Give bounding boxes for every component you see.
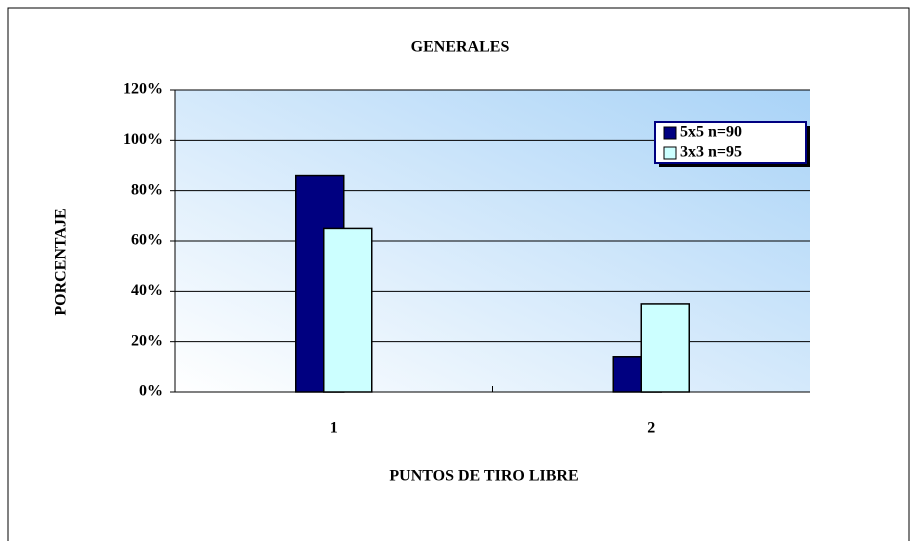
- bar: [640, 303, 690, 393]
- legend-swatch: [663, 146, 677, 160]
- x-tick-label: 1: [330, 420, 338, 437]
- legend-label: 3x3 n=95: [680, 144, 742, 161]
- y-tick-label: 120%: [123, 81, 163, 98]
- y-tick-label: 20%: [131, 332, 163, 349]
- y-tick-label: 80%: [131, 181, 163, 198]
- legend-label: 5x5 n=90: [680, 124, 742, 141]
- x-axis-label: PUNTOS DE TIRO LIBRE: [389, 468, 578, 485]
- y-tick-label: 100%: [123, 131, 163, 148]
- bar: [323, 227, 373, 393]
- legend-swatch: [663, 126, 677, 140]
- y-tick-label: 60%: [131, 232, 163, 249]
- y-tick-label: 0%: [139, 383, 163, 400]
- legend-box: [654, 121, 807, 164]
- y-axis-label: PORCENTAJE: [53, 208, 70, 315]
- chart-title: GENERALES: [411, 39, 510, 56]
- x-tick-label: 2: [647, 420, 655, 437]
- y-tick-label: 40%: [131, 282, 163, 299]
